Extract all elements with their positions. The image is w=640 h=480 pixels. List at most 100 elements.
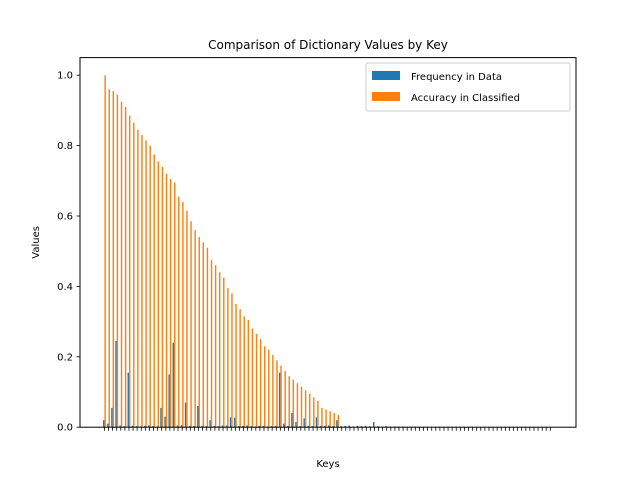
bar-accuracy-14 <box>161 166 164 428</box>
bar-frequency-34 <box>242 425 244 428</box>
bar-accuracy-16 <box>169 179 172 428</box>
bar-accuracy-24 <box>202 242 205 428</box>
bar-frequency-64 <box>364 425 367 428</box>
bar-accuracy-15 <box>165 173 168 428</box>
bar-accuracy-27 <box>214 265 217 428</box>
bar-frequency-14 <box>160 407 162 428</box>
bar-accuracy-50 <box>308 393 311 428</box>
bar-accuracy-43 <box>280 365 282 428</box>
bar-frequency-30 <box>225 425 228 428</box>
bar-accuracy-20 <box>186 210 188 428</box>
bar-accuracy-45 <box>288 376 290 428</box>
bar-frequency-43 <box>278 372 281 428</box>
bar-accuracy-42 <box>276 360 278 428</box>
bar-accuracy-21 <box>190 221 192 428</box>
bar-frequency-10 <box>143 425 146 428</box>
bar-accuracy-35 <box>247 319 250 428</box>
bar-frequency-49 <box>303 418 305 428</box>
bar-frequency-35 <box>246 425 248 428</box>
legend: Frequency in Data Accuracy in Classified <box>365 62 571 112</box>
bar-frequency-51 <box>311 426 314 428</box>
bar-frequency-55 <box>328 425 330 428</box>
y-tick-label-2: 0.4 <box>57 282 73 293</box>
bar-frequency-5 <box>123 426 125 428</box>
bar-accuracy-41 <box>272 355 274 428</box>
bar-frequency-42 <box>274 425 277 428</box>
bar-frequency-54 <box>323 425 326 428</box>
bar-frequency-23 <box>197 406 199 428</box>
bar-frequency-26 <box>209 420 211 428</box>
bar-frequency-7 <box>131 425 134 428</box>
bar-frequency-2 <box>111 407 113 428</box>
bar-accuracy-22 <box>194 230 196 428</box>
x-axis-label: Keys <box>316 459 339 470</box>
bar-frequency-57 <box>336 420 338 428</box>
bar-frequency-28 <box>217 426 219 428</box>
bar-accuracy-48 <box>300 386 303 428</box>
bar-frequency-21 <box>188 425 191 428</box>
bar-frequency-44 <box>283 423 285 428</box>
y-tick-label-5: 1.0 <box>57 71 73 82</box>
bar-frequency-33 <box>238 426 240 428</box>
bar-accuracy-7 <box>133 122 135 428</box>
bar-frequency-0 <box>103 420 105 428</box>
bar-accuracy-44 <box>284 370 286 428</box>
y-tick-label-3: 0.6 <box>57 212 73 223</box>
bar-frequency-19 <box>180 425 183 428</box>
bar-accuracy-39 <box>263 346 266 428</box>
bar-frequency-45 <box>287 425 289 428</box>
bar-accuracy-32 <box>235 304 237 428</box>
bar-frequency-48 <box>299 426 301 428</box>
bar-frequency-15 <box>164 416 166 428</box>
y-axis-label: Values <box>31 226 42 259</box>
bar-frequency-4 <box>119 425 121 428</box>
bar-frequency-38 <box>258 425 260 428</box>
bar-accuracy-17 <box>173 182 176 428</box>
bar-frequency-31 <box>229 417 232 428</box>
y-tick-label-4: 0.8 <box>57 141 73 152</box>
bar-frequency-63 <box>360 426 363 428</box>
bar-accuracy-57 <box>337 414 340 428</box>
bar-accuracy-28 <box>218 272 221 428</box>
bar-frequency-32 <box>233 417 236 428</box>
bar-accuracy-33 <box>239 309 241 428</box>
bar-accuracy-34 <box>243 316 245 428</box>
y-tick-label-0: 0.0 <box>57 423 73 434</box>
bar-accuracy-29 <box>223 277 225 428</box>
y-tick-layer: 0.0 0.2 0.4 0.6 0.8 1.0 <box>57 71 80 434</box>
bar-frequency-66 <box>373 421 375 428</box>
bar-frequency-27 <box>213 425 215 428</box>
bar-frequency-69 <box>385 426 387 428</box>
bar-accuracy-3 <box>116 94 119 428</box>
bar-frequency-12 <box>152 426 154 428</box>
bar-frequency-59 <box>344 425 346 428</box>
bar-accuracy-8 <box>137 129 139 428</box>
bar-frequency-17 <box>172 342 174 428</box>
bar-accuracy-6 <box>128 115 131 428</box>
bar-accuracy-23 <box>198 237 200 428</box>
bar-frequency-62 <box>356 425 359 428</box>
bar-accuracy-37 <box>255 333 258 428</box>
bar-frequency-18 <box>176 425 179 428</box>
bar-accuracy-26 <box>210 260 213 428</box>
bar-frequency-58 <box>340 426 342 428</box>
bar-accuracy-51 <box>313 397 315 428</box>
bar-frequency-16 <box>168 374 170 428</box>
bar-accuracy-55 <box>329 411 331 428</box>
bar-frequency-24 <box>201 425 203 428</box>
bar-accuracy-10 <box>145 140 147 428</box>
bar-frequency-20 <box>184 402 187 428</box>
bar-accuracy-11 <box>149 145 151 428</box>
legend-box <box>365 62 571 112</box>
bar-frequency-46 <box>291 413 293 428</box>
bar-frequency-25 <box>205 426 207 428</box>
plot-frame <box>79 57 577 428</box>
bar-accuracy-54 <box>325 409 327 428</box>
legend-swatch-accuracy <box>372 92 400 101</box>
bar-accuracy-12 <box>153 154 155 428</box>
y-tick-label-1: 0.2 <box>57 352 73 363</box>
bar-accuracy-13 <box>157 161 160 428</box>
bar-accuracy-4 <box>120 101 123 428</box>
